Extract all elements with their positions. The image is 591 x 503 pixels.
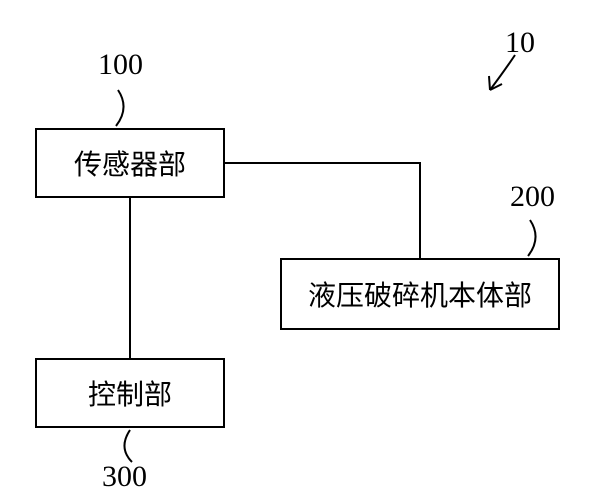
figure-arrow-head — [489, 76, 502, 90]
diagram-canvas: 10 传感器部 100 液压破碎机本体部 200 控制部 300 — [0, 0, 591, 503]
node-crusher: 液压破碎机本体部 — [280, 258, 560, 330]
leader-controller — [124, 430, 132, 462]
figure-arrow-shaft — [490, 55, 515, 90]
node-sensor: 传感器部 — [35, 128, 225, 198]
node-crusher-label: 液压破碎机本体部 — [308, 274, 532, 314]
node-sensor-label: 传感器部 — [74, 143, 186, 183]
connector-sensor-crusher — [225, 163, 420, 258]
figure-ref-label: 10 — [505, 26, 535, 60]
node-controller-ref: 300 — [102, 460, 147, 494]
leader-sensor — [116, 90, 124, 126]
node-sensor-ref: 100 — [98, 48, 143, 82]
node-controller-label: 控制部 — [88, 373, 172, 413]
leader-crusher — [528, 220, 536, 256]
node-crusher-ref: 200 — [510, 180, 555, 214]
node-controller: 控制部 — [35, 358, 225, 428]
